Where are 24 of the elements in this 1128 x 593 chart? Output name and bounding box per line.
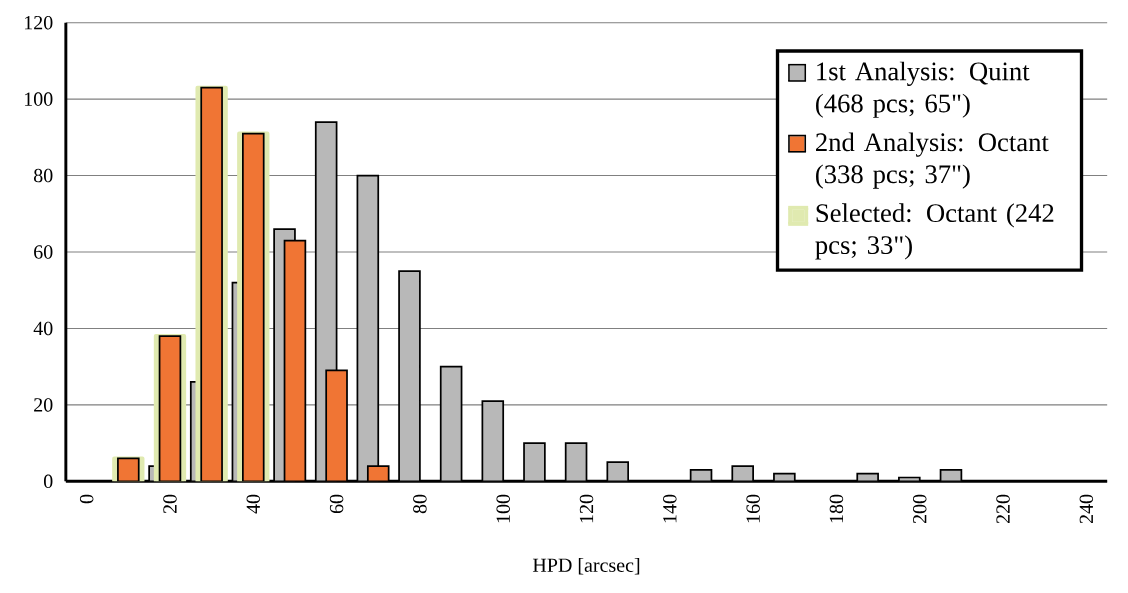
y-tick-label: 100 bbox=[24, 92, 53, 106]
x-tick-label: 120 bbox=[579, 494, 594, 523]
x-tick-label: 0 bbox=[79, 494, 94, 504]
legend-label: 2nd Analysis: Octant (338 pcs; 37") bbox=[816, 132, 1049, 189]
x-tick-label: 60 bbox=[329, 494, 344, 513]
x-tick-label: 240 bbox=[1079, 494, 1094, 523]
x-tick-label: 80 bbox=[413, 494, 427, 514]
x-tick-label: 40 bbox=[246, 494, 261, 514]
y-tick-label: 120 bbox=[24, 15, 53, 30]
x-tick-label: 180 bbox=[829, 494, 844, 523]
y-tick-label: 60 bbox=[34, 245, 53, 259]
legend-label: Selected: Octant (242 pcs; 33") bbox=[815, 203, 1054, 260]
x-tick-label: 100 bbox=[496, 494, 510, 523]
x-tick-label: 20 bbox=[163, 494, 177, 513]
x-tick-label: 220 bbox=[996, 494, 1010, 523]
legend-label: 1st Analysis: Quint (468 pcs; 65") bbox=[816, 61, 1030, 118]
y-tick-label: 0 bbox=[43, 474, 53, 488]
y-tick-label: 40 bbox=[33, 321, 53, 336]
x-tick-label: 160 bbox=[746, 494, 760, 523]
x-axis-title: HPD [arcsec] bbox=[532, 557, 640, 575]
x-tick-label: 140 bbox=[663, 494, 677, 523]
y-tick-label: 20 bbox=[34, 397, 53, 412]
x-tick-label: 200 bbox=[912, 494, 927, 523]
y-tick-label: 80 bbox=[33, 168, 53, 183]
